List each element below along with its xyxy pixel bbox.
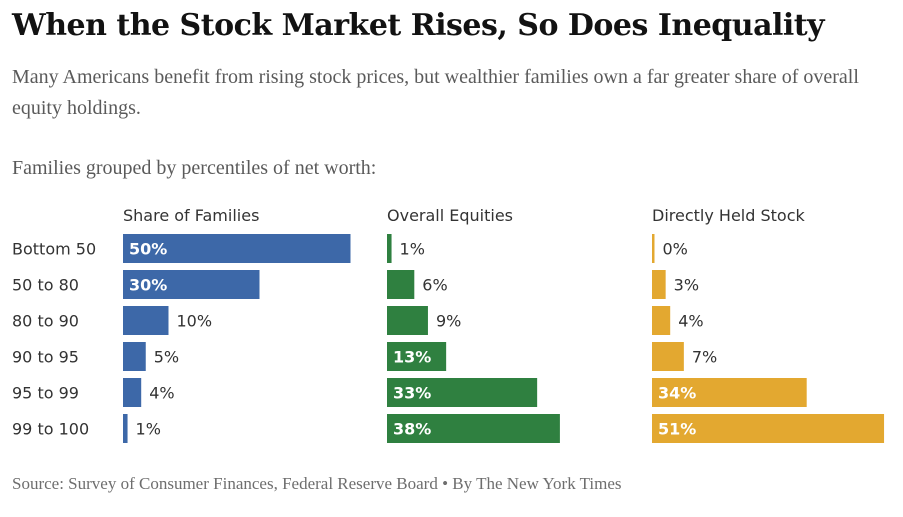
bar-chart: Share of Families Overall Equities Directl…	[12, 206, 885, 443]
bar	[652, 414, 885, 443]
bar-value-label: 4%	[149, 384, 174, 403]
bar-value-label: 38%	[393, 420, 431, 439]
bar-value-label: 33%	[393, 384, 431, 403]
bar	[652, 234, 655, 263]
bar-value-label: 51%	[658, 420, 696, 439]
bar	[387, 378, 538, 407]
bar	[387, 234, 392, 263]
bar	[652, 306, 671, 335]
bar-value-label: 6%	[422, 276, 447, 295]
category-label: 99 to 100	[12, 420, 89, 439]
bar-value-label: 30%	[129, 276, 167, 295]
bar-value-label: 1%	[136, 420, 161, 439]
bar-value-label: 50%	[129, 240, 167, 259]
bar	[652, 378, 807, 407]
bar	[387, 270, 415, 299]
bar	[387, 306, 428, 335]
bar-value-label: 9%	[436, 312, 461, 331]
bar-value-label: 7%	[692, 348, 717, 367]
bar	[652, 342, 684, 371]
bar-value-label: 1%	[400, 240, 425, 259]
bar-value-label: 34%	[658, 384, 696, 403]
bar	[123, 306, 169, 335]
bar-value-label: 3%	[674, 276, 699, 295]
category-label: 80 to 90	[12, 312, 79, 331]
bar	[123, 234, 351, 263]
bar	[123, 342, 146, 371]
bar-value-label: 0%	[663, 240, 688, 259]
bar-value-label: 5%	[154, 348, 179, 367]
bar	[652, 270, 666, 299]
series-header: Overall Equities	[387, 206, 513, 225]
bar-value-label: 10%	[177, 312, 213, 331]
bar	[387, 342, 447, 371]
category-label: 90 to 95	[12, 348, 79, 367]
source-note: Source: Survey of Consumer Finances, Fed…	[12, 474, 622, 493]
bar-value-label: 4%	[678, 312, 703, 331]
category-label: 50 to 80	[12, 276, 79, 295]
category-label: Bottom 50	[12, 240, 96, 259]
bar	[123, 378, 142, 407]
chart-subtitle: Many Americans benefit from rising stock…	[12, 66, 859, 119]
series-header: Directly Held Stock	[652, 206, 805, 225]
bar	[123, 270, 260, 299]
bar-value-label: 13%	[393, 348, 431, 367]
category-label: 95 to 99	[12, 384, 79, 403]
bar	[387, 414, 560, 443]
bar	[123, 414, 128, 443]
chart-title: When the Stock Market Rises, So Does Ine…	[12, 8, 825, 43]
series-header: Share of Families	[123, 206, 259, 225]
grouping-label: Families grouped by percentiles of net w…	[12, 157, 377, 179]
